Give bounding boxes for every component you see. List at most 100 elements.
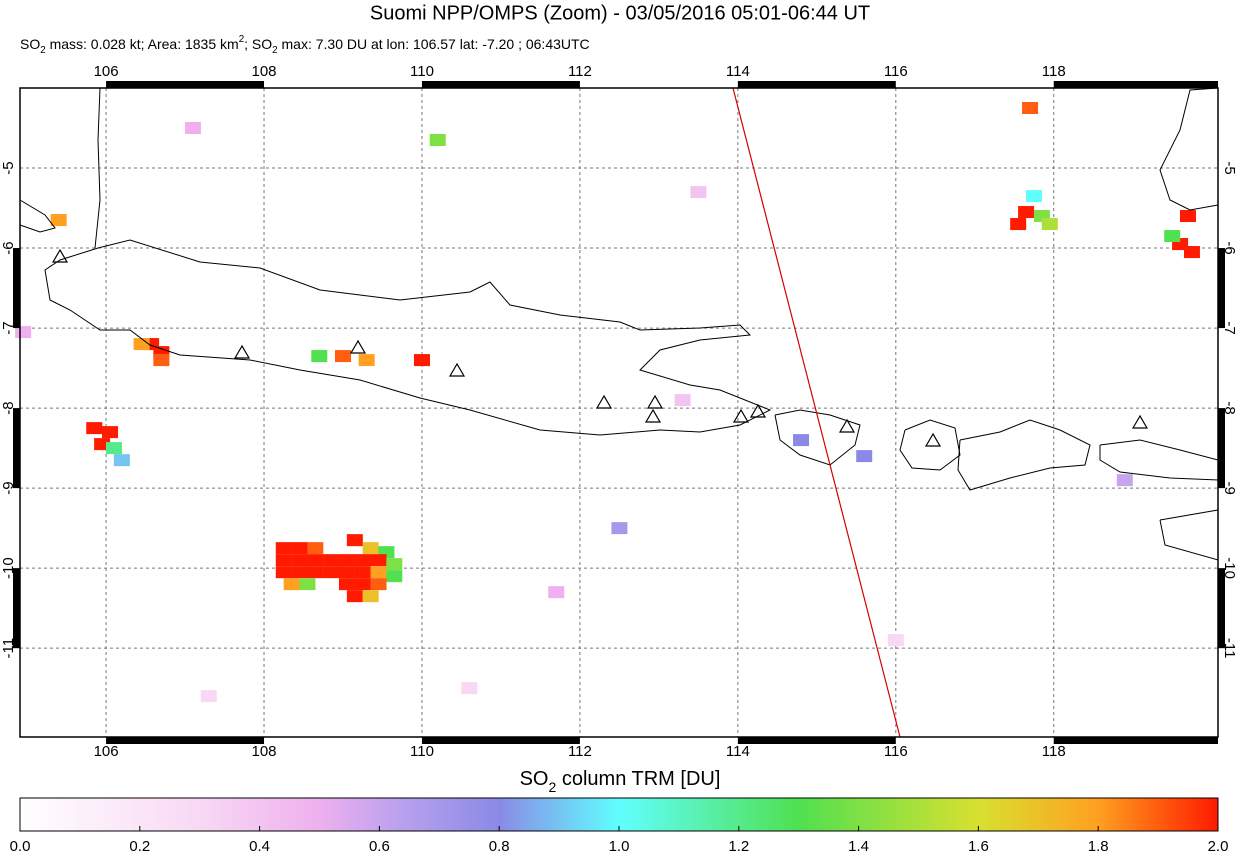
volcano (595, 394, 613, 409)
volcano (924, 432, 942, 447)
y-tick-label: -5 (1221, 161, 1238, 174)
so2-cell (338, 566, 355, 579)
so2-cell (354, 566, 371, 579)
x-tick-label: 116 (884, 63, 908, 80)
volcano (51, 248, 69, 263)
x-tick-label: 108 (252, 63, 277, 80)
so2-cell (358, 354, 375, 367)
y-tick-label: -8 (1221, 401, 1238, 414)
coastline (774, 409, 861, 466)
so2-cell (184, 122, 201, 135)
so2-cell (323, 566, 340, 579)
text-run: max: 7.30 DU at lon: 106.57 lat: -7.20 ;… (278, 36, 590, 52)
x-tick-label: 112 (568, 63, 592, 80)
so2-cell (291, 566, 308, 579)
y-tick-label: -9 (1221, 481, 1238, 494)
so2-cell (323, 554, 340, 567)
so2-cell (291, 554, 308, 567)
y-tick-label: -9 (0, 481, 17, 494)
colorbar-tick-label: 0.2 (129, 838, 150, 855)
script-text: 2 (239, 34, 244, 45)
volcanoes (51, 248, 1149, 447)
volcano (644, 408, 662, 423)
axis-bar (13, 248, 20, 329)
chart-title: Suomi NPP/OMPS (Zoom) - 03/05/2016 05:01… (370, 2, 870, 24)
x-tick-label: 112 (568, 743, 592, 760)
y-tick-label: -11 (0, 638, 17, 659)
colorbar-tick-label: 1.6 (968, 838, 989, 855)
so2-cell (291, 542, 308, 555)
x-tick-label: 118 (1042, 63, 1066, 80)
so2-cell (793, 434, 810, 447)
so2-cell (275, 542, 292, 555)
y-tick-label: -5 (0, 161, 17, 174)
so2-cell (105, 442, 122, 455)
so2-cell (1010, 218, 1027, 231)
y-tick-label: -8 (0, 401, 17, 414)
so2-cell (548, 586, 565, 599)
grid (20, 88, 1218, 737)
subtitle: SO2 mass: 0.028 kt; Area: 1835 km2; SO2 … (20, 34, 590, 56)
axis-bar (1053, 81, 1218, 88)
axes: 106 106 108 108 110 110 112 112 114 114 116 116 118 1… (0, 63, 1238, 760)
axis-bar (1053, 737, 1218, 744)
so2-cell (338, 554, 355, 567)
text-run: ; SO (244, 36, 272, 52)
so2-cell (362, 542, 379, 555)
so2-cell (856, 450, 873, 463)
colorbar-tick-label: 0.4 (249, 838, 270, 855)
y-tick-label: -10 (1221, 557, 1238, 579)
x-tick-label: 110 (410, 743, 434, 760)
axis-bar (13, 568, 20, 649)
so2-cell (307, 542, 324, 555)
colorbar-tick-label: 0.0 (10, 838, 31, 855)
coastline (1099, 439, 1219, 481)
so2-cell (1022, 102, 1039, 115)
coastline (1159, 87, 1219, 211)
orbit-track (732, 87, 901, 738)
x-tick-label: 114 (726, 743, 750, 760)
y-tick-label: -6 (1221, 241, 1238, 254)
volcano (1131, 414, 1149, 429)
colorbar-tick-label: 0.6 (369, 838, 390, 855)
so2-cell (307, 554, 324, 567)
so2-cell (1179, 210, 1196, 223)
axis-bar (106, 737, 265, 744)
so2-cell (15, 326, 32, 339)
y-tick-label: -10 (0, 557, 17, 579)
axis-bar (1218, 408, 1225, 489)
volcano (349, 339, 367, 354)
coastline (1159, 509, 1219, 561)
coastline (94, 87, 101, 249)
so2-cell (1116, 474, 1133, 487)
coastline (19, 199, 56, 233)
so2-cell (362, 590, 379, 603)
so2-cell (370, 578, 387, 591)
x-tick-label: 108 (252, 743, 277, 760)
script-text: 2 (549, 779, 557, 795)
so2-cell (346, 590, 363, 603)
so2-cell (200, 690, 217, 703)
colorbar-tick-label: 0.8 (489, 838, 510, 855)
volcano (233, 344, 251, 359)
so2-cell (307, 566, 324, 579)
volcano (749, 403, 767, 418)
x-tick-label: 106 (94, 63, 119, 80)
so2-cell (133, 338, 150, 351)
so2-cell (429, 134, 446, 147)
so2-cell (50, 214, 67, 227)
script-text: 2 (40, 45, 45, 56)
volcano (838, 418, 856, 433)
so2-cell (334, 350, 351, 363)
map-frame (19, 87, 1219, 738)
x-tick-label: 118 (1042, 743, 1066, 760)
so2-cell (283, 578, 300, 591)
text-run: mass: 0.028 kt; Area: 1835 km (46, 36, 239, 52)
y-tick-label: -7 (1221, 321, 1238, 334)
x-tick-label: 106 (94, 743, 119, 760)
text-run: SO (520, 768, 549, 790)
volcano (448, 362, 466, 377)
axis-bar (737, 737, 896, 744)
so2-cell (338, 578, 355, 591)
